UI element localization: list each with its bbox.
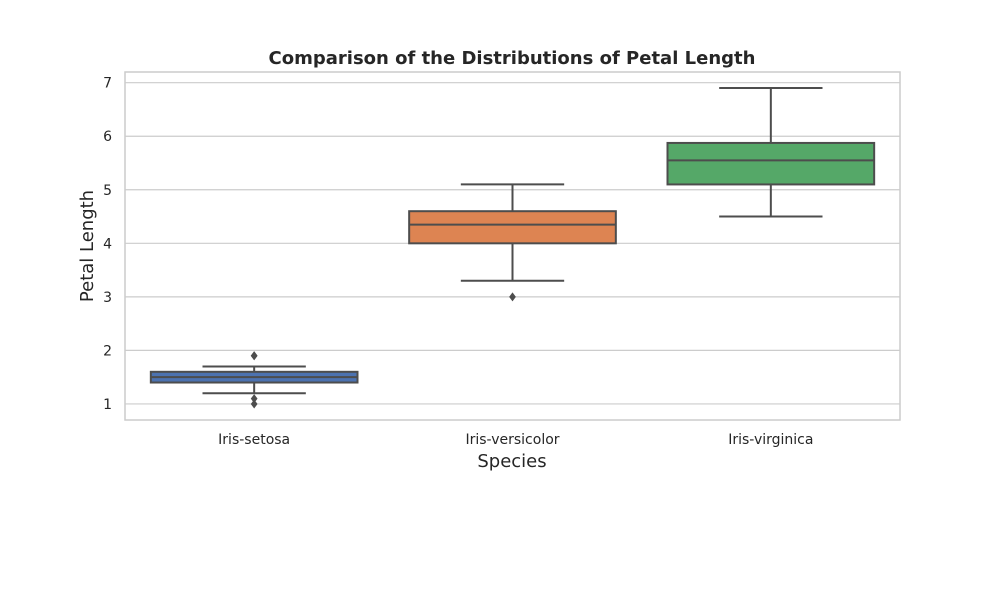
chart-title: Comparison of the Distributions of Petal… bbox=[269, 48, 756, 69]
y-tick-label-1: 1 bbox=[103, 397, 112, 413]
outlier-point-1 bbox=[250, 394, 258, 404]
outlier-point-3 bbox=[250, 351, 258, 361]
y-tick-label-3: 3 bbox=[103, 290, 112, 306]
box-iris-virginica bbox=[666, 87, 876, 218]
x-tick-label-iris-versicolor: Iris-versicolor bbox=[465, 432, 559, 448]
iqr-box bbox=[408, 210, 617, 245]
outlier-point-0 bbox=[509, 292, 516, 302]
iqr-box bbox=[666, 141, 876, 186]
y-tick-label-6: 6 bbox=[103, 129, 112, 145]
y-tick-label-4: 4 bbox=[103, 236, 112, 252]
box-iris-setosa bbox=[149, 351, 359, 409]
box-iris-versicolor bbox=[408, 183, 617, 302]
plot-frame bbox=[124, 71, 901, 421]
x-tick-label-iris-virginica: Iris-virginica bbox=[728, 432, 813, 448]
y-tick-label-7: 7 bbox=[103, 76, 112, 92]
y-tick-label-2: 2 bbox=[103, 343, 112, 359]
x-tick-label-iris-setosa: Iris-setosa bbox=[218, 432, 290, 448]
boxes bbox=[149, 87, 876, 409]
x-tick-labels: Iris-setosa Iris-versicolor Iris-virginica bbox=[218, 432, 813, 448]
y-axis-label: Petal Length bbox=[77, 190, 98, 302]
y-tick-labels: 1 2 3 4 5 6 7 bbox=[103, 76, 112, 413]
x-axis-label: Species bbox=[477, 451, 546, 472]
y-tick-label-5: 5 bbox=[103, 183, 112, 199]
outlier-point-0 bbox=[250, 399, 258, 409]
